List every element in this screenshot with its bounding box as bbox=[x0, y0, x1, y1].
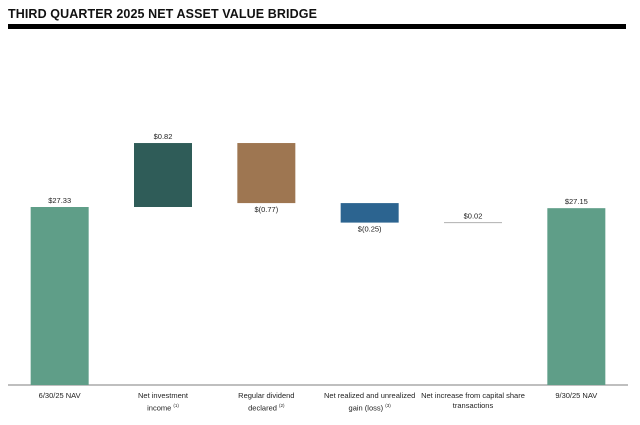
category-label-text: Regular dividend declared bbox=[238, 391, 295, 412]
category-label-1: 6/30/25 NAV bbox=[5, 391, 115, 401]
category-label-6: 9/30/25 NAV bbox=[521, 391, 631, 401]
category-label-text: 9/30/25 NAV bbox=[555, 391, 598, 400]
bar-1 bbox=[30, 207, 89, 385]
bar-6 bbox=[547, 208, 606, 385]
category-label-text: 6/30/25 NAV bbox=[38, 391, 81, 400]
category-label-2: Net investment income (1) bbox=[108, 391, 218, 413]
title-rule bbox=[8, 24, 626, 29]
bar-4 bbox=[340, 203, 399, 223]
footnote-marker: (2) bbox=[279, 402, 285, 408]
data-label-4: $(0.25) bbox=[358, 225, 382, 234]
data-label-2: $0.82 bbox=[154, 132, 173, 141]
category-label-text: Net increase from capital share transact… bbox=[421, 391, 525, 410]
category-label-3: Regular dividend declared (2) bbox=[211, 391, 321, 413]
category-label-text: Net realized and unrealized gain (loss) bbox=[324, 391, 416, 412]
category-label-4: Net realized and unrealized gain (loss) … bbox=[315, 391, 425, 413]
category-label-5: Net increase from capital share transact… bbox=[418, 391, 528, 410]
footnote-marker: (1) bbox=[173, 402, 179, 408]
chart-title: THIRD QUARTER 2025 NET ASSET VALUE BRIDG… bbox=[8, 7, 318, 21]
footnote-marker: (3) bbox=[385, 402, 391, 408]
category-label-text: Net investment income bbox=[137, 391, 189, 412]
data-label-1: $27.33 bbox=[48, 196, 71, 205]
bar-2 bbox=[134, 143, 192, 207]
data-label-3: $(0.77) bbox=[254, 205, 278, 214]
bar-3 bbox=[237, 143, 296, 204]
data-label-5: $0.02 bbox=[464, 212, 483, 221]
data-label-6: $27.15 bbox=[565, 197, 588, 206]
